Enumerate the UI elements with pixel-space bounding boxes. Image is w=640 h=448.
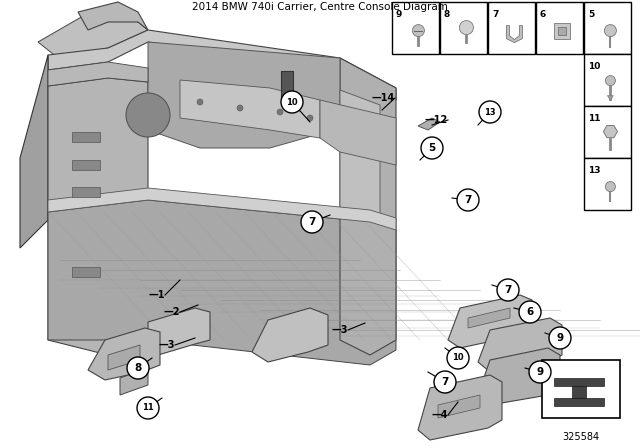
Circle shape [277, 109, 283, 115]
Circle shape [307, 115, 313, 121]
Polygon shape [506, 26, 522, 43]
Text: 9: 9 [536, 367, 543, 377]
Polygon shape [468, 308, 510, 328]
Polygon shape [48, 200, 396, 365]
Text: 5: 5 [588, 10, 595, 19]
Text: 7: 7 [504, 285, 512, 295]
Polygon shape [38, 12, 148, 58]
Polygon shape [252, 308, 328, 362]
Text: 7: 7 [492, 10, 499, 19]
Circle shape [412, 25, 424, 37]
Text: —2: —2 [163, 307, 180, 317]
Text: 13: 13 [484, 108, 496, 116]
Text: 2014 BMW 740i Carrier, Centre Console Diagram: 2014 BMW 740i Carrier, Centre Console Di… [192, 2, 448, 12]
Polygon shape [418, 375, 502, 440]
Polygon shape [148, 308, 210, 358]
Polygon shape [88, 328, 160, 380]
Polygon shape [340, 90, 380, 220]
FancyBboxPatch shape [542, 360, 620, 418]
Polygon shape [604, 125, 618, 138]
Circle shape [519, 301, 541, 323]
FancyBboxPatch shape [72, 160, 100, 170]
FancyBboxPatch shape [72, 187, 100, 197]
Text: 325584: 325584 [563, 432, 600, 442]
Text: 11: 11 [588, 114, 600, 123]
FancyBboxPatch shape [72, 132, 100, 142]
Circle shape [605, 181, 616, 192]
Polygon shape [48, 78, 148, 355]
Text: 9: 9 [396, 10, 403, 19]
Text: 10: 10 [588, 62, 600, 71]
Polygon shape [554, 378, 604, 406]
Polygon shape [78, 2, 148, 30]
FancyBboxPatch shape [536, 2, 583, 54]
Polygon shape [48, 30, 396, 100]
Polygon shape [48, 188, 396, 230]
Polygon shape [418, 118, 440, 130]
Text: 8: 8 [134, 363, 141, 373]
Polygon shape [320, 100, 396, 165]
FancyBboxPatch shape [584, 54, 631, 106]
Polygon shape [478, 348, 560, 405]
Circle shape [137, 397, 159, 419]
Polygon shape [148, 42, 340, 148]
Polygon shape [478, 318, 562, 372]
Text: —3: —3 [159, 340, 175, 350]
Circle shape [447, 347, 469, 369]
Polygon shape [48, 62, 148, 86]
Polygon shape [438, 395, 480, 418]
Circle shape [434, 371, 456, 393]
Circle shape [460, 21, 474, 34]
FancyBboxPatch shape [281, 71, 293, 101]
Circle shape [605, 76, 616, 86]
Circle shape [479, 101, 501, 123]
Text: 6: 6 [526, 307, 534, 317]
Polygon shape [20, 55, 48, 248]
Text: —1: —1 [148, 290, 165, 300]
Text: —3: —3 [332, 325, 348, 335]
Polygon shape [607, 95, 613, 101]
Circle shape [237, 105, 243, 111]
Polygon shape [108, 345, 140, 370]
FancyBboxPatch shape [558, 26, 566, 34]
FancyBboxPatch shape [584, 2, 631, 54]
Circle shape [497, 279, 519, 301]
FancyBboxPatch shape [440, 2, 487, 54]
Circle shape [457, 189, 479, 211]
Polygon shape [120, 368, 148, 395]
Text: 5: 5 [428, 143, 436, 153]
Circle shape [126, 93, 170, 137]
Text: 7: 7 [308, 217, 316, 227]
FancyBboxPatch shape [72, 267, 100, 277]
Text: 8: 8 [444, 10, 451, 19]
Text: —12: —12 [425, 115, 448, 125]
FancyBboxPatch shape [392, 2, 439, 54]
Circle shape [301, 211, 323, 233]
FancyBboxPatch shape [554, 22, 570, 39]
Text: 13: 13 [588, 166, 600, 175]
Text: 10: 10 [452, 353, 464, 362]
Text: 7: 7 [464, 195, 472, 205]
Polygon shape [340, 58, 396, 355]
Polygon shape [180, 80, 320, 138]
FancyBboxPatch shape [584, 158, 631, 210]
FancyBboxPatch shape [488, 2, 535, 54]
Text: 7: 7 [442, 377, 449, 387]
Circle shape [281, 91, 303, 113]
Text: 10: 10 [286, 98, 298, 107]
Text: —14: —14 [372, 93, 395, 103]
Circle shape [549, 327, 571, 349]
Circle shape [529, 361, 551, 383]
Circle shape [127, 357, 149, 379]
Polygon shape [448, 295, 532, 348]
FancyBboxPatch shape [584, 106, 631, 158]
Circle shape [604, 25, 616, 37]
Text: 9: 9 [556, 333, 564, 343]
Text: 6: 6 [540, 10, 547, 19]
Text: —4: —4 [431, 410, 448, 420]
Circle shape [421, 137, 443, 159]
Text: 11: 11 [142, 404, 154, 413]
Circle shape [197, 99, 203, 105]
